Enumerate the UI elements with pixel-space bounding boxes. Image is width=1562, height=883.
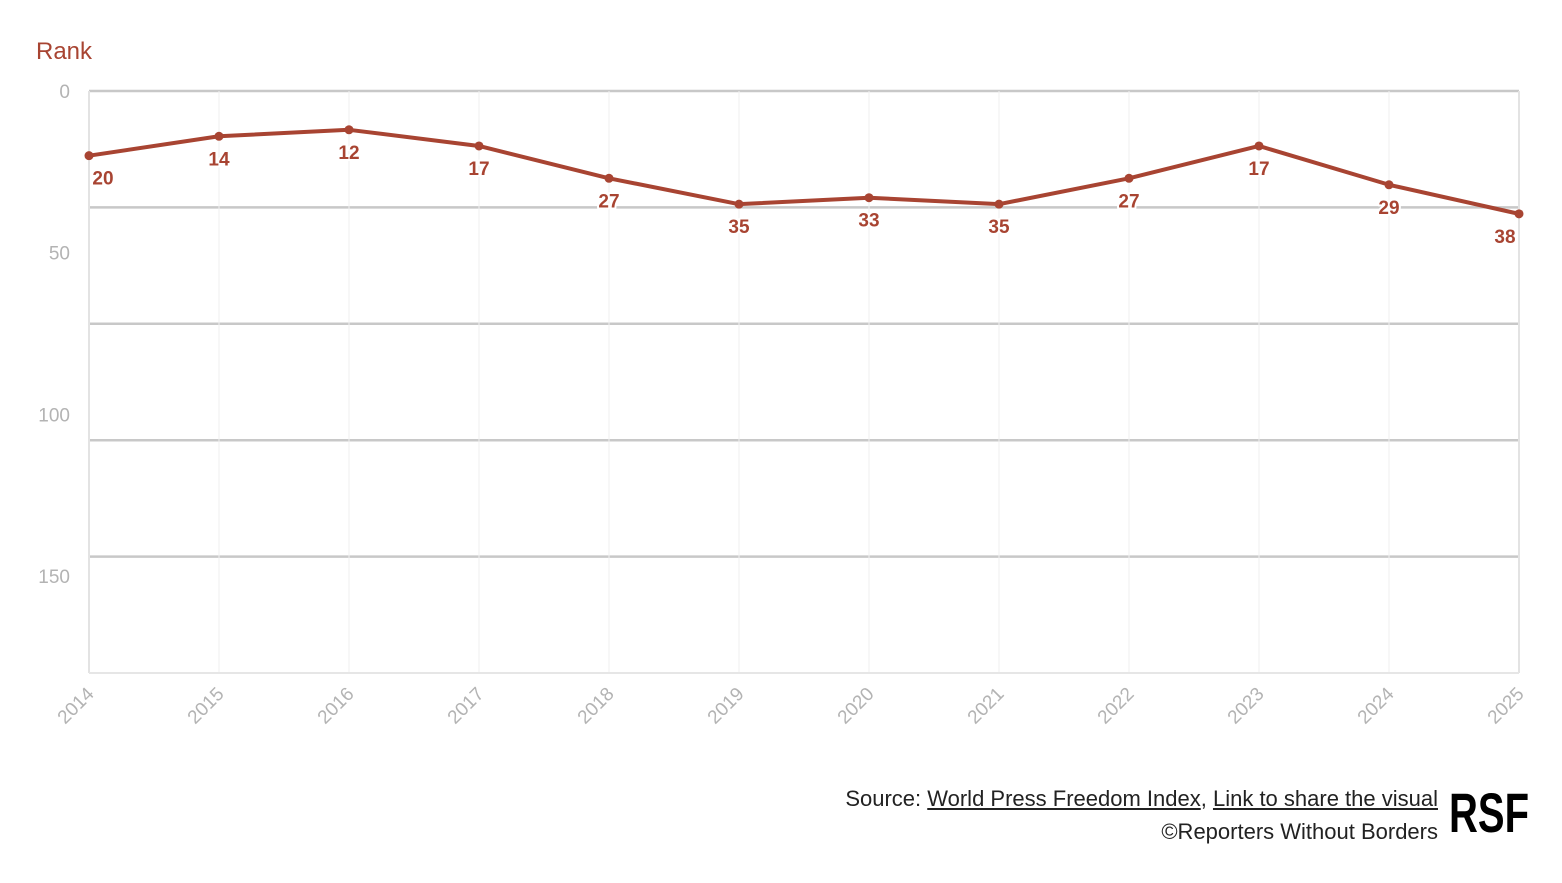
separator: , bbox=[1200, 786, 1213, 811]
data-label: 29 bbox=[1378, 198, 1399, 219]
x-tick-label: 2017 bbox=[444, 684, 489, 729]
x-axis-ticks: 2014 2015 2016 2017 2018 2019 2020 2021 2022 2023… bbox=[54, 683, 1529, 728]
x-tick-label: 2024 bbox=[1354, 683, 1399, 728]
y-tick-label: 0 bbox=[59, 82, 70, 103]
data-label: 35 bbox=[988, 217, 1010, 238]
vertical-gridlines bbox=[88, 91, 1520, 674]
data-point bbox=[1124, 173, 1134, 183]
x-tick-label: 2015 bbox=[184, 684, 229, 729]
data-label: 14 bbox=[208, 149, 230, 170]
x-tick-label: 2022 bbox=[1094, 684, 1139, 729]
data-point bbox=[1254, 141, 1264, 151]
rank-series bbox=[84, 125, 1524, 219]
x-tick-label: 2014 bbox=[54, 683, 99, 728]
y-axis-ticks: 0 50 100 150 bbox=[38, 82, 70, 588]
y-tick-label: 100 bbox=[38, 405, 70, 426]
x-tick-label: 2021 bbox=[964, 684, 1009, 729]
y-tick-label: 150 bbox=[38, 567, 70, 588]
horizontal-gridlines bbox=[89, 89, 1519, 558]
rsf-logo: RSF bbox=[1449, 782, 1529, 838]
share-link[interactable]: Link to share the visual bbox=[1212, 786, 1438, 811]
x-tick-label: 2023 bbox=[1224, 684, 1269, 729]
data-label: 38 bbox=[1494, 227, 1515, 248]
data-labels: 20 14 12 17 27 35 33 35 27 17 29 38 bbox=[90, 141, 1517, 250]
data-point bbox=[864, 193, 874, 203]
series-line bbox=[87, 127, 1521, 216]
data-label: 27 bbox=[598, 191, 619, 212]
data-point bbox=[994, 199, 1004, 209]
data-point bbox=[1514, 209, 1524, 219]
x-tick-label: 2025 bbox=[1484, 684, 1529, 729]
x-tick-label: 2016 bbox=[314, 684, 359, 729]
data-point bbox=[84, 151, 94, 161]
data-point bbox=[734, 199, 744, 209]
data-label: 20 bbox=[92, 169, 113, 190]
source-line: Source: World Press Freedom Index, Link … bbox=[845, 782, 1438, 815]
data-point bbox=[474, 141, 484, 151]
x-tick-label: 2019 bbox=[704, 684, 749, 729]
data-point bbox=[1384, 180, 1394, 190]
y-axis-title: Rank bbox=[36, 38, 93, 65]
y-tick-label: 50 bbox=[49, 244, 70, 265]
logo-text: RSF bbox=[1449, 782, 1529, 838]
x-tick-label: 2020 bbox=[834, 684, 879, 729]
data-label: 27 bbox=[1118, 191, 1139, 212]
data-point bbox=[604, 173, 614, 183]
data-label: 17 bbox=[468, 159, 489, 180]
source-prefix: Source: bbox=[845, 786, 928, 811]
chart-footer: Source: World Press Freedom Index, Link … bbox=[845, 782, 1438, 848]
x-tick-label: 2018 bbox=[574, 684, 619, 729]
data-point bbox=[214, 131, 224, 141]
copyright-text: ©Reporters Without Borders bbox=[1161, 819, 1438, 844]
data-label: 17 bbox=[1248, 159, 1269, 180]
data-label: 35 bbox=[728, 217, 750, 238]
source-link[interactable]: World Press Freedom Index bbox=[927, 786, 1201, 811]
data-label: 33 bbox=[858, 211, 879, 232]
data-label: 12 bbox=[338, 143, 359, 164]
data-point bbox=[344, 125, 354, 135]
